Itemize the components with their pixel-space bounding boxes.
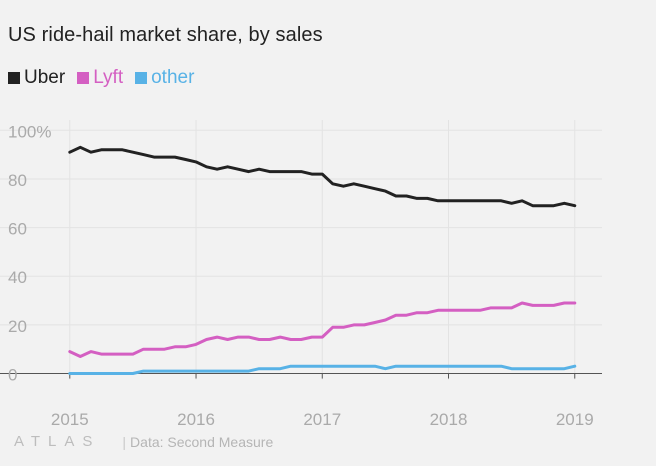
grid-layer — [0, 120, 602, 380]
series-line-uber — [68, 145, 577, 208]
legend-item-other: other — [135, 67, 194, 89]
tick-label-layer: 0 20 40 60 80 100% 2015 2016 2017 2018 2019 — [8, 122, 594, 429]
legend-swatch-lyft — [77, 72, 90, 84]
x-tick-label-2019: 2019 — [556, 410, 594, 429]
series-line-lyft — [68, 301, 577, 358]
y-tick-label-60: 60 — [8, 220, 27, 239]
x-tick-label-2018: 2018 — [430, 410, 468, 429]
series-layer — [68, 145, 577, 375]
legend-swatch-uber — [8, 72, 20, 84]
y-tick-label-0: 0 — [8, 366, 17, 385]
source-separator: | — [122, 433, 127, 450]
legend: Uber Lyft other — [8, 67, 206, 89]
legend-label-other: other — [151, 67, 195, 88]
chart-title: US ride-hail market share, by sales — [8, 24, 323, 46]
x-tick-label-2016: 2016 — [177, 410, 215, 429]
series-line-other — [68, 364, 577, 375]
y-tick-label-80: 80 — [8, 171, 27, 190]
legend-item-uber: Uber — [8, 67, 65, 89]
y-tick-label-20: 20 — [8, 317, 27, 336]
legend-label-uber: Uber — [24, 67, 66, 88]
atlas-logo: ATLAS — [14, 433, 101, 450]
footer: ATLAS | Data: Second Measure — [14, 433, 273, 450]
x-tick-label-2015: 2015 — [51, 410, 89, 429]
x-tick-label-2017: 2017 — [303, 410, 341, 429]
data-source: Data: Second Measure — [130, 433, 274, 450]
legend-label-lyft: Lyft — [93, 67, 124, 88]
y-tick-label-40: 40 — [8, 268, 27, 287]
legend-item-lyft: Lyft — [77, 67, 123, 89]
legend-swatch-other — [135, 72, 148, 84]
y-tick-label-100: 100% — [8, 122, 51, 141]
